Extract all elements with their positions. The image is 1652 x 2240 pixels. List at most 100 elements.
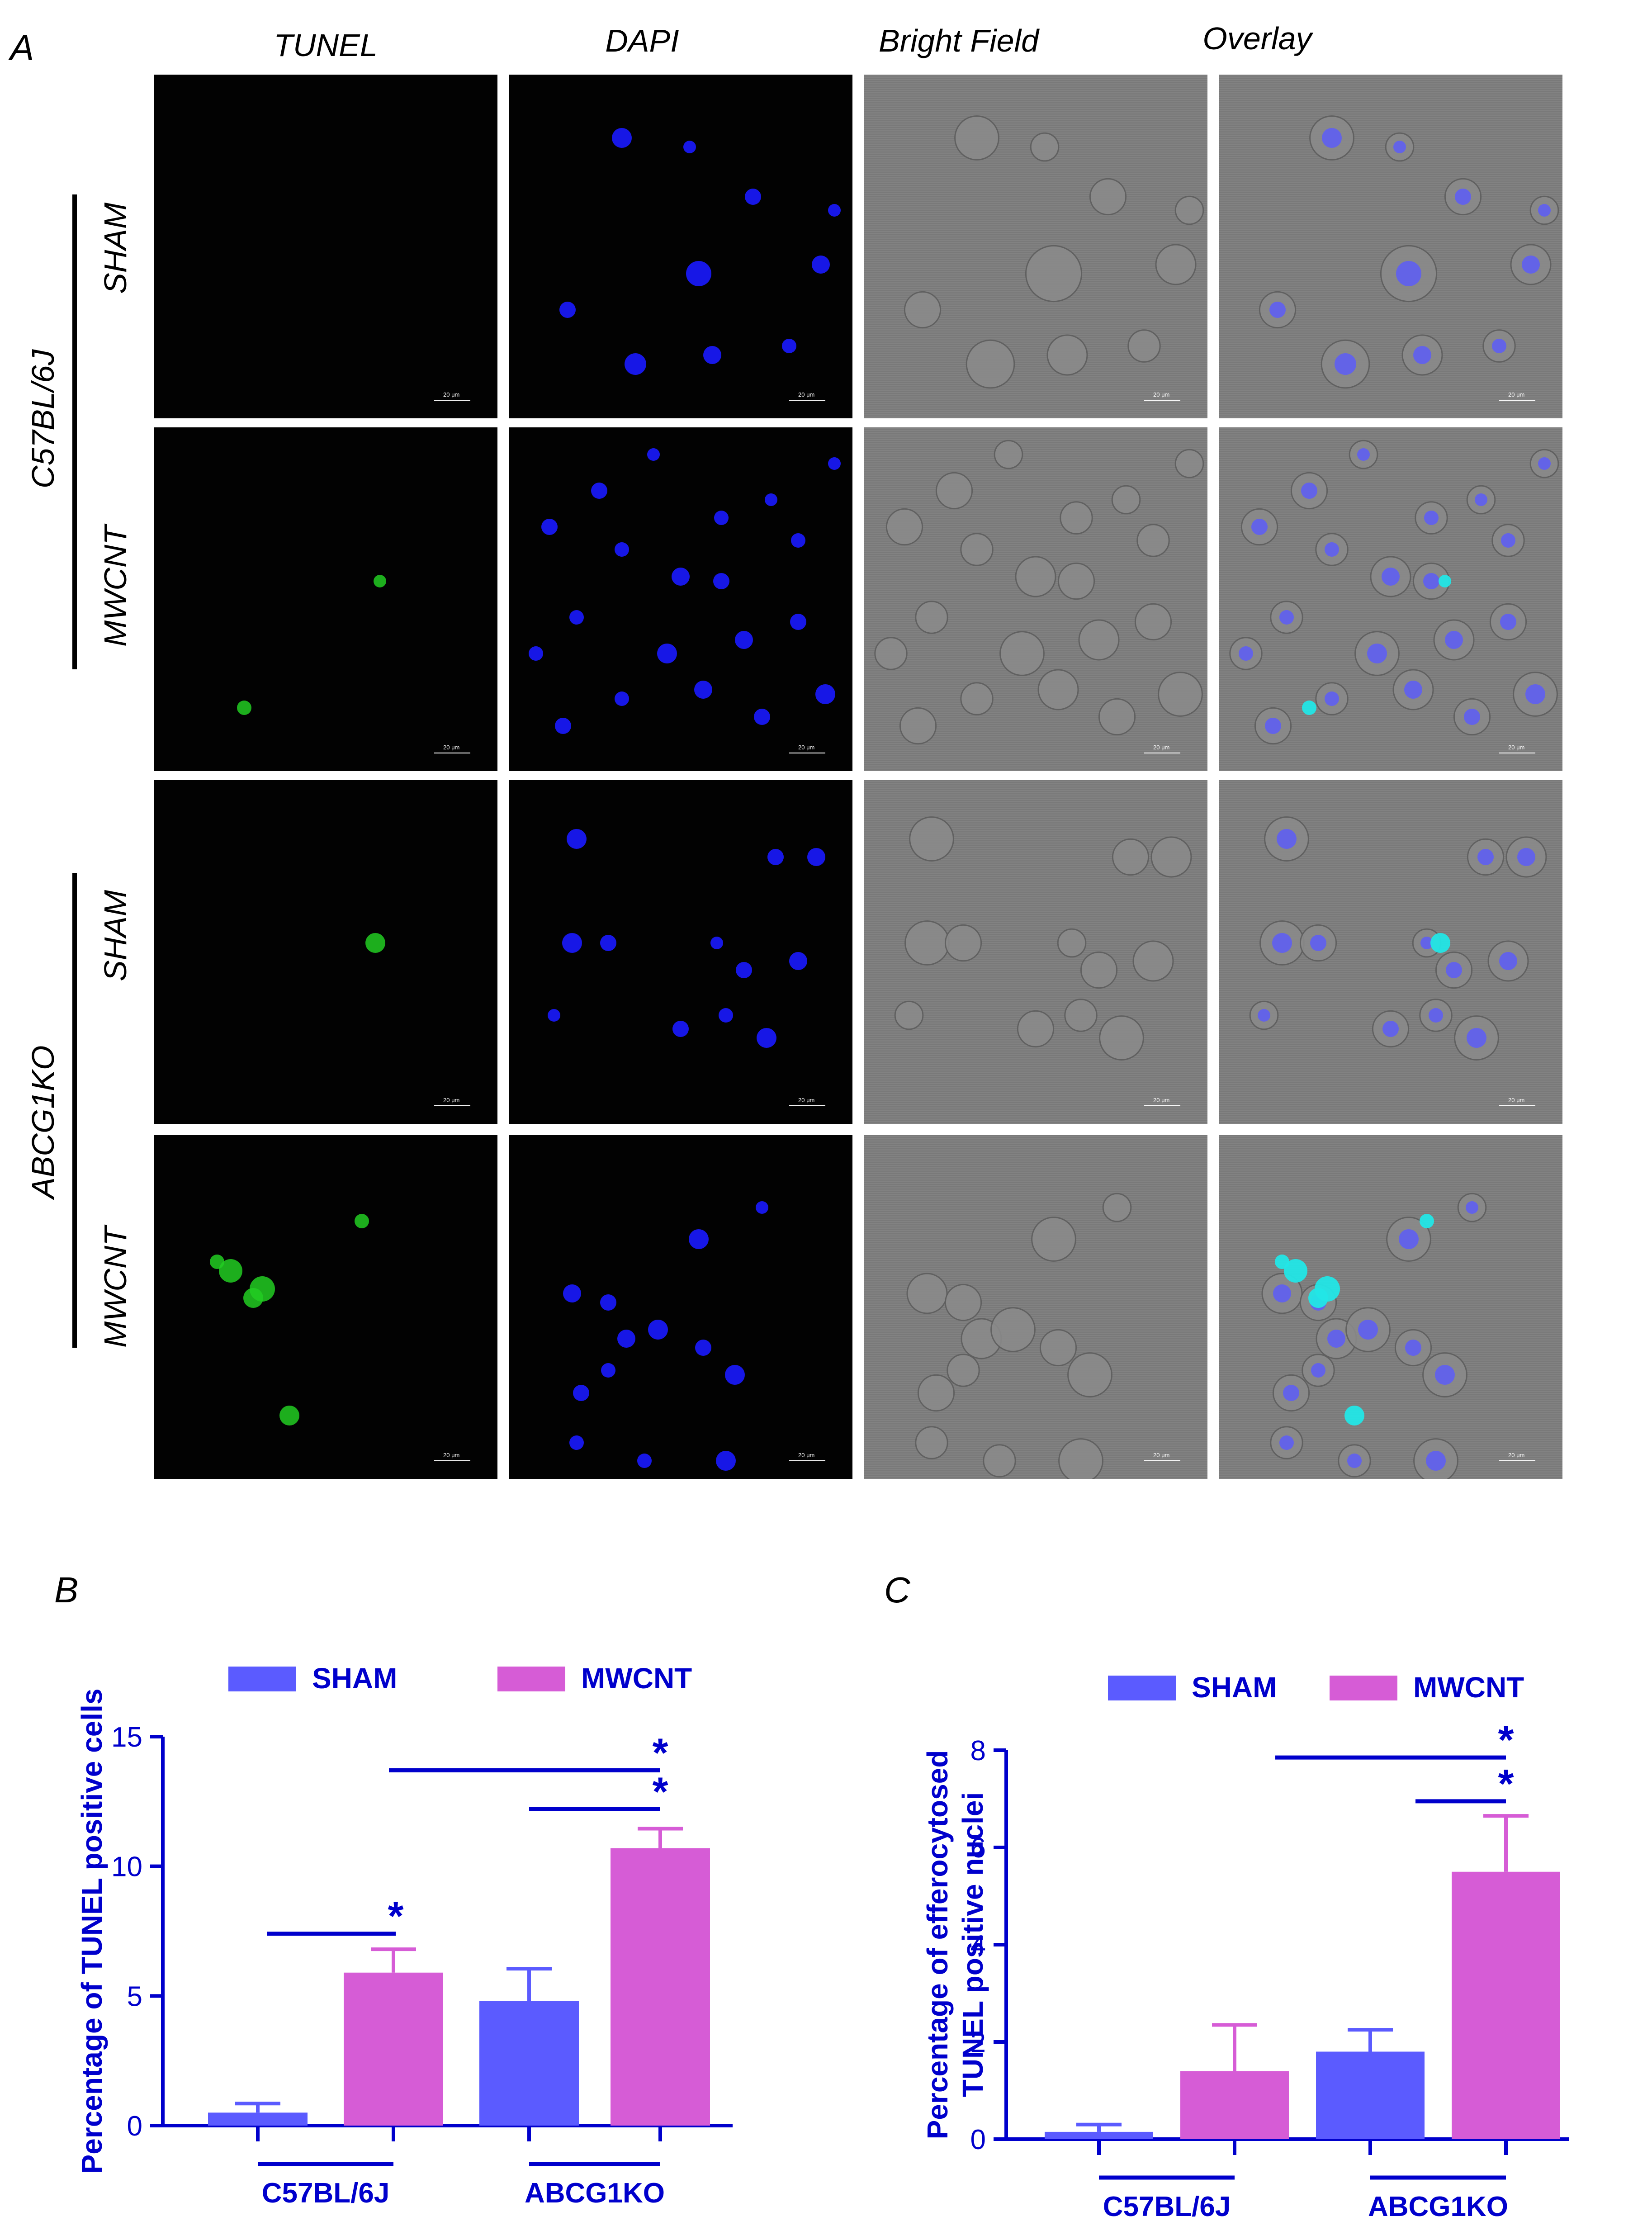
cell-outline (944, 1283, 982, 1321)
overlay-nucleus (1420, 937, 1433, 949)
dapi-nucleus (736, 962, 752, 978)
cell-outline (906, 1273, 948, 1314)
overlay-nucleus (1358, 1320, 1378, 1340)
cell-outline (960, 682, 994, 715)
cell-outline (1067, 1352, 1112, 1397)
dapi-nucleus (756, 1201, 768, 1214)
tile-dapi-row-3: 20 μm (509, 780, 852, 1124)
bar-sham-2 (479, 2001, 579, 2126)
cell-outline (1064, 999, 1098, 1032)
cell-outline (1158, 672, 1203, 717)
dapi-nucleus (713, 573, 729, 589)
tile-bright-field-row-2: 20 μm (864, 427, 1207, 771)
overlay-nucleus (1446, 962, 1462, 978)
dapi-nucleus (612, 128, 632, 148)
significance-star: * (388, 1894, 403, 1939)
dapi-nucleus (529, 646, 543, 661)
dapi-nucleus (615, 691, 629, 706)
y-axis-label: Percentage of TUNEL positive cells (76, 1689, 108, 2174)
group-bar-abcg1ko (72, 873, 77, 1348)
overlay-nucleus (1258, 1009, 1270, 1022)
tunel-positive-nucleus (210, 1255, 224, 1269)
y-tick-label: 4 (970, 1930, 986, 1961)
legend-label-sham: SHAM (1192, 1671, 1277, 1704)
dapi-nucleus (725, 1365, 745, 1385)
y-tick-label: 5 (127, 1981, 142, 2012)
tunel-positive-nucleus (237, 701, 251, 715)
cell-outline (1031, 1217, 1076, 1262)
scale-bar-label: 20 μm (798, 744, 815, 751)
dapi-nucleus (716, 1451, 736, 1471)
overlay-nucleus (1265, 718, 1281, 734)
cell-outline (1112, 838, 1150, 876)
dapi-nucleus (672, 1021, 689, 1037)
cell-outline (1030, 132, 1060, 162)
cell-outline (894, 1000, 924, 1030)
x-category-label: C57BL/6J (1103, 2191, 1231, 2222)
dapi-nucleus (694, 681, 712, 699)
overlay-nucleus (1382, 1021, 1399, 1037)
overlay-nucleus (1538, 204, 1551, 217)
tunel-positive-nucleus (243, 1288, 263, 1308)
legend-swatch-sham (228, 1667, 296, 1691)
cell-outline (1046, 334, 1088, 376)
cell-outline (1039, 1329, 1077, 1367)
column-label-overlay: Overlay (1202, 21, 1312, 56)
bar-sham-1 (1045, 2131, 1153, 2139)
cell-outline (1060, 501, 1093, 535)
legend-swatch-sham (1108, 1676, 1176, 1700)
cell-outline (899, 707, 937, 745)
column-label-bright-field: Bright Field (878, 23, 1039, 58)
overlay-nucleus (1424, 511, 1439, 525)
dapi-nucleus (765, 493, 777, 506)
dapi-nucleus (647, 448, 660, 461)
column-label-tunel: TUNEL (274, 28, 378, 63)
overlay-nucleus (1429, 1008, 1443, 1023)
cell-outline (1127, 329, 1161, 363)
dapi-nucleus (719, 1008, 733, 1023)
dapi-nucleus (683, 141, 696, 153)
dapi-nucleus (710, 937, 723, 949)
overlay-nucleus (1522, 256, 1540, 274)
column-label-dapi: DAPI (605, 23, 679, 58)
bar-mwcnt-2 (1452, 1871, 1560, 2139)
dapi-nucleus (757, 1028, 776, 1048)
tile-dapi-row-1: 20 μm (509, 75, 852, 418)
overlay-nucleus (1405, 1340, 1421, 1356)
bar-sham-1 (208, 2112, 308, 2126)
overlay-tunel-nucleus (1344, 1406, 1364, 1425)
dapi-nucleus (703, 346, 721, 364)
y-axis-label: Percentage of efferocytosed (921, 1750, 954, 2140)
dapi-nucleus (591, 483, 607, 499)
overlay-tunel-nucleus (1302, 701, 1316, 715)
overlay-nucleus (1310, 935, 1326, 951)
dapi-nucleus (812, 256, 830, 274)
tile-bright-field-row-3: 20 μm (864, 780, 1207, 1124)
tile-dapi-row-4: 20 μm (509, 1135, 852, 1479)
significance-star: * (652, 1770, 668, 1815)
cell-outline (1136, 524, 1170, 557)
dapi-nucleus (672, 568, 690, 586)
overlay-nucleus (1423, 573, 1439, 589)
cell-outline (915, 601, 948, 634)
overlay-nucleus (1467, 1028, 1486, 1048)
panel-a-letter: A (10, 28, 34, 68)
cell-outline (1015, 556, 1056, 597)
overlay-nucleus (1335, 353, 1356, 375)
cell-outline (1150, 836, 1192, 878)
tile-overlay-row-1: 20 μm (1219, 75, 1562, 418)
cell-outline (904, 291, 942, 329)
scale-bar-label: 20 μm (798, 1452, 815, 1459)
overlay-nucleus (1393, 141, 1406, 153)
tunel-positive-nucleus (355, 1214, 369, 1228)
overlay-nucleus (1301, 483, 1317, 499)
tile-bright-field-row-1: 20 μm (864, 75, 1207, 418)
tunel-positive-nucleus (374, 575, 386, 587)
cell-outline (915, 1426, 948, 1459)
dapi-nucleus (790, 614, 806, 630)
dapi-nucleus (567, 829, 587, 849)
bar-sham-2 (1316, 2051, 1425, 2139)
scale-bar-label: 20 μm (443, 391, 460, 398)
cell-outline (960, 533, 994, 566)
cell-outline (1132, 940, 1174, 982)
